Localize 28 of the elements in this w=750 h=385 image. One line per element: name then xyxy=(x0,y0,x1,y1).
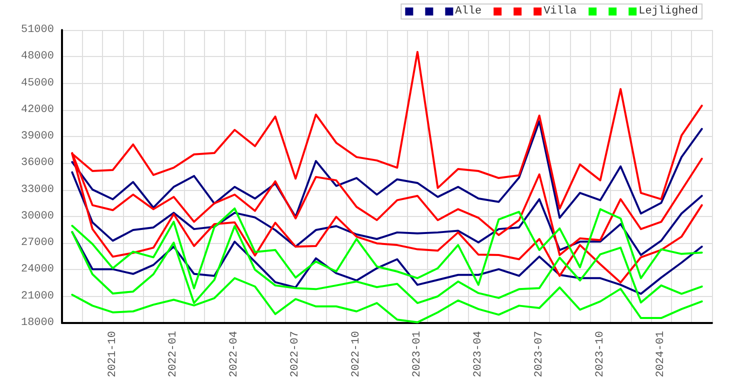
y-tick-label: 24000 xyxy=(20,264,54,276)
y-tick-label: 30000 xyxy=(20,210,54,222)
line-series xyxy=(71,207,703,290)
legend-label: Lejlighed xyxy=(638,6,698,18)
x-tick-label: 2023-01 xyxy=(411,330,424,378)
x-tick-label: 2023-07 xyxy=(533,331,546,378)
y-tick-label: 48000 xyxy=(20,50,54,63)
line-series xyxy=(71,120,703,219)
y-tick-label: 45000 xyxy=(20,77,54,90)
line-series xyxy=(71,171,703,256)
legend-label: Alle xyxy=(455,6,482,18)
x-tick-label: 2023-10 xyxy=(594,331,606,378)
legend-label: Villa xyxy=(544,6,577,18)
x-tick-label: 2021-10 xyxy=(106,331,119,378)
x-tick-label: 2023-04 xyxy=(472,330,484,378)
y-tick-label: 42000 xyxy=(20,104,54,116)
y-tick-label: 27000 xyxy=(20,237,54,250)
x-tick-label: 2022-10 xyxy=(350,331,363,378)
y-tick-label: 39000 xyxy=(20,130,54,143)
y-tick-label: 51000 xyxy=(20,24,54,36)
x-tick-label: 2024-01 xyxy=(655,330,668,378)
y-tick-label: 33000 xyxy=(20,184,54,196)
y-tick-label: 21000 xyxy=(20,290,54,302)
y-tick-label: 18000 xyxy=(20,317,54,329)
x-tick-label: 2022-04 xyxy=(228,330,241,378)
x-tick-label: 2022-07 xyxy=(290,331,302,378)
x-tick-label: 2022-01 xyxy=(168,330,180,378)
y-tick-label: 36000 xyxy=(20,157,54,170)
